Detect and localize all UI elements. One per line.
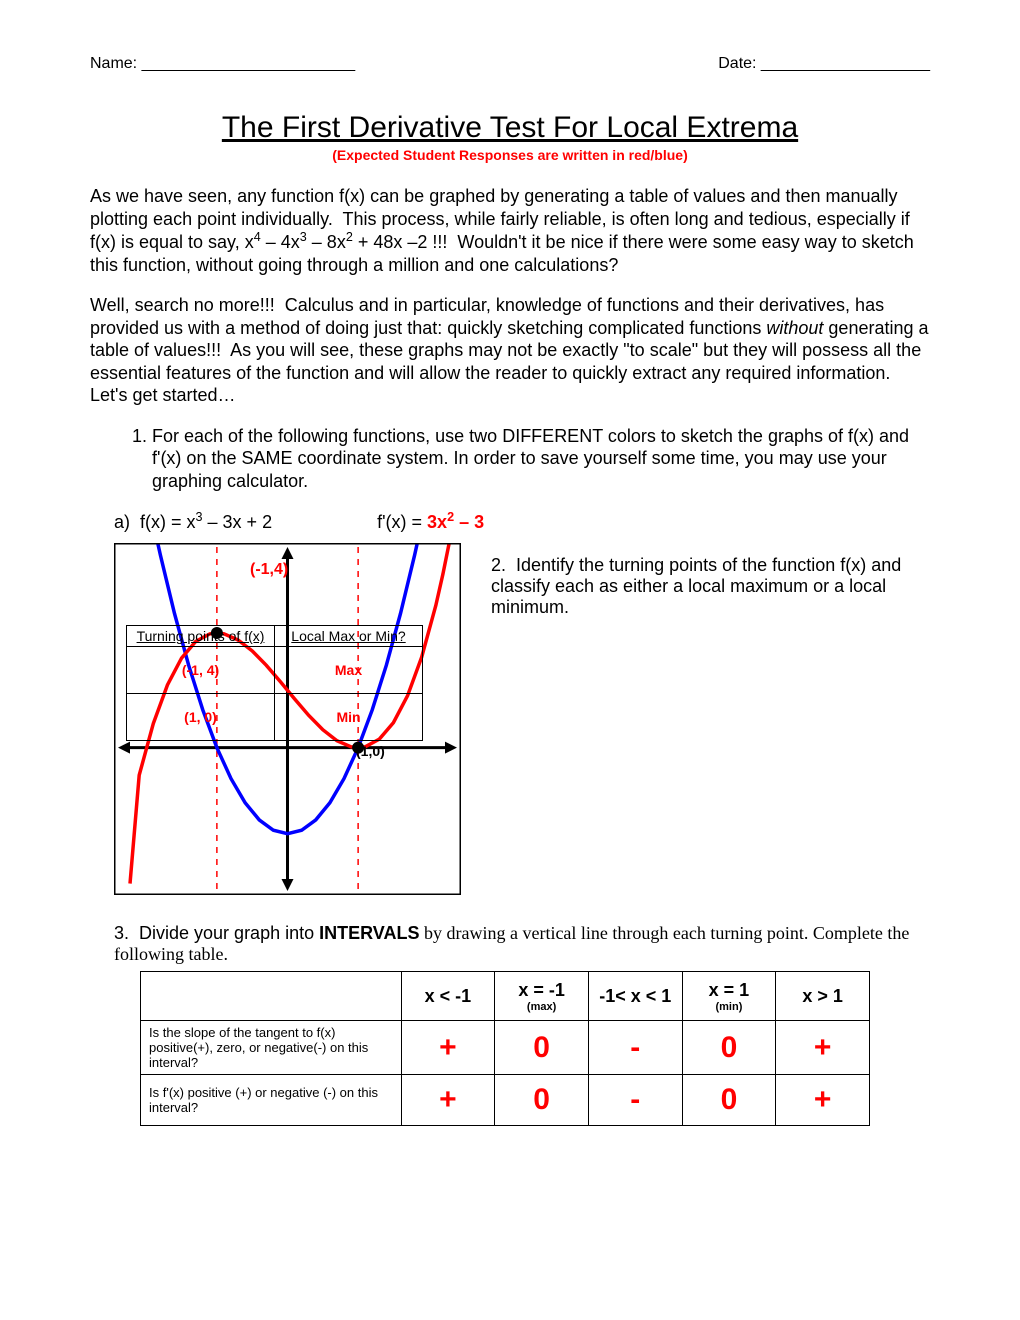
intro-paragraph-2: Well, search no more!!! Calculus and in … — [90, 294, 930, 407]
intervals-cell: + — [776, 1021, 870, 1075]
intervals-cell: + — [776, 1075, 870, 1126]
page-title: The First Derivative Test For Local Extr… — [90, 111, 930, 145]
intro-paragraph-1: As we have seen, any function f(x) can b… — [90, 185, 930, 276]
name-field[interactable]: Name: ________________________ — [90, 55, 355, 73]
intervals-header-5: x > 1 — [776, 972, 870, 1021]
equation-a: a) f(x) = x3 – 3x + 2 f'(x) = 3x2 – 3 — [90, 510, 930, 533]
derivative-answer: 3x2 – 3 — [427, 512, 484, 532]
intervals-table: x < -1 x = -1(max) -1< x < 1 x = 1(min) … — [140, 971, 870, 1126]
intervals-cell: + — [401, 1075, 495, 1126]
intervals-cell: 0 — [495, 1021, 589, 1075]
worksheet-page: Name: ________________________ Date: ___… — [0, 0, 1020, 1320]
intervals-cell: - — [588, 1075, 682, 1126]
intervals-cell: 0 — [682, 1075, 776, 1126]
intervals-row2-label: Is f'(x) positive (+) or negative (-) on… — [141, 1075, 402, 1126]
tp-header-points: Turning points of f(x) — [127, 626, 275, 647]
intervals-row1-label: Is the slope of the tangent to f(x) posi… — [141, 1021, 402, 1075]
tp-header-type: Local Max or Min? — [275, 626, 423, 647]
q2-number: 2. — [491, 555, 516, 575]
q2-text: Identify the turning points of the funct… — [491, 555, 901, 617]
page-subtitle: (Expected Student Responses are written … — [90, 147, 930, 163]
tp-type-1: Max — [275, 647, 423, 694]
intervals-cell: - — [588, 1021, 682, 1075]
question-3: 3. Divide your graph into INTERVALS by d… — [90, 923, 930, 965]
q3-number: 3. — [114, 923, 139, 943]
graph-and-q2-row: Turning points of f(x) Local Max or Min?… — [90, 543, 930, 903]
date-field[interactable]: Date: ___________________ — [718, 55, 930, 73]
table-row: (-1, 4) Max — [127, 647, 423, 694]
intervals-header-2: x = -1(max) — [495, 972, 589, 1021]
tp-type-2: Min — [275, 694, 423, 741]
intervals-header-1: x < -1 — [401, 972, 495, 1021]
question-2: 2. Identify the turning points of the fu… — [491, 543, 930, 618]
graph-container: Turning points of f(x) Local Max or Min?… — [114, 543, 461, 903]
tp-point-1: (-1, 4) — [127, 647, 275, 694]
marker-label-max: (-1,4) — [250, 561, 288, 579]
header-row: Name: ________________________ Date: ___… — [90, 55, 930, 73]
table-row: Is f'(x) positive (+) or negative (-) on… — [141, 1075, 870, 1126]
question-list: For each of the following functions, use… — [90, 425, 930, 493]
tp-point-2: (1, 0) — [127, 694, 275, 741]
intervals-header-row: x < -1 x = -1(max) -1< x < 1 x = 1(min) … — [141, 972, 870, 1021]
table-row: (1, 0) Min — [127, 694, 423, 741]
turning-points-table: Turning points of f(x) Local Max or Min?… — [126, 625, 423, 741]
intervals-cell: 0 — [495, 1075, 589, 1126]
intervals-header-4: x = 1(min) — [682, 972, 776, 1021]
intervals-header-3: -1< x < 1 — [588, 972, 682, 1021]
table-row: Is the slope of the tangent to f(x) posi… — [141, 1021, 870, 1075]
question-1: For each of the following functions, use… — [152, 425, 930, 493]
intervals-cell: + — [401, 1021, 495, 1075]
intervals-header-blank — [141, 972, 402, 1021]
intervals-cell: 0 — [682, 1021, 776, 1075]
marker-label-min: (1,0) — [356, 743, 385, 759]
